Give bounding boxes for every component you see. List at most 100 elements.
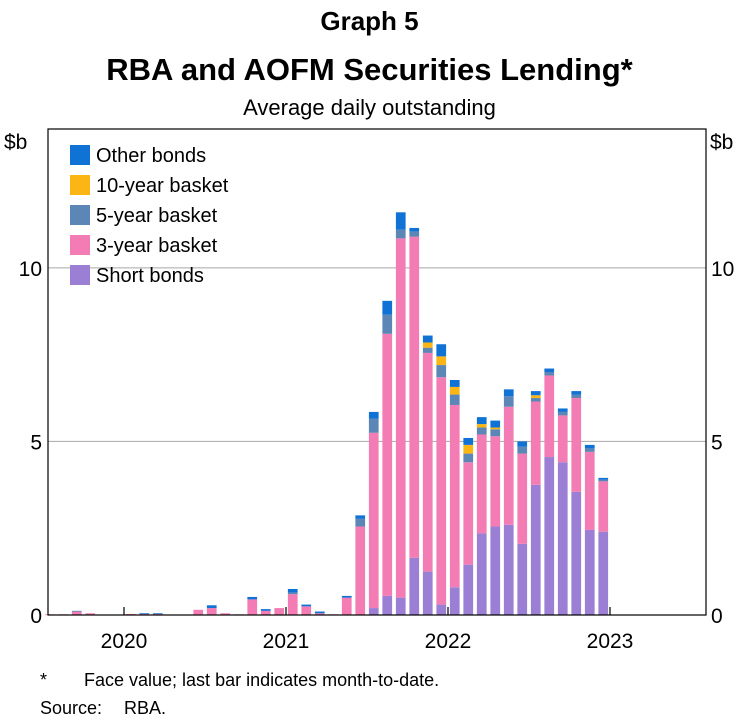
bar-segment-other-bonds (449, 379, 460, 387)
bar-segment-3-year-basket (274, 608, 285, 615)
x-year-label: 2023 (587, 630, 634, 653)
bar-segment-other-bonds (584, 444, 595, 449)
bar-segment-3-year-basket (584, 451, 595, 530)
bar-segment-5-year-basket (571, 394, 582, 399)
graph-label: Graph 5 (320, 6, 419, 36)
bar-segment-other-bonds (395, 212, 406, 230)
bar-segment-short-bonds (503, 524, 514, 615)
bar-segment-other-bonds (341, 595, 352, 598)
bar-segment-short-bonds (557, 462, 568, 615)
bar-segment-10-year-basket (530, 395, 541, 399)
bar-segment-3-year-basket (260, 610, 271, 615)
bar-segment-3-year-basket (382, 333, 393, 596)
bar-segment-other-bonds (490, 420, 501, 428)
chart-title: RBA and AOFM Securities Lending* (106, 52, 633, 87)
bar-segment-other-bonds (422, 335, 433, 343)
bar-segment-5-year-basket (382, 314, 393, 334)
bar-segment-other-bonds (247, 596, 258, 600)
bar-segment-5-year-basket (490, 429, 501, 437)
bar-segment-other-bonds (436, 344, 447, 357)
bar-segment-short-bonds (449, 587, 460, 615)
bar-segment-5-year-basket (422, 347, 433, 353)
bar-segment-3-year-basket (368, 432, 379, 609)
bar-segment-10-year-basket (422, 342, 433, 348)
y-axis-unit-left: $b (4, 131, 27, 154)
bar-segment-3-year-basket (476, 434, 487, 534)
bar-segment-short-bonds (382, 595, 393, 615)
plot-frame (47, 128, 707, 616)
legend-swatch (70, 265, 90, 285)
bar-segment-5-year-basket (449, 394, 460, 405)
bar-segment-other-bonds (139, 613, 150, 615)
y-tick-label-right: 10 (711, 258, 734, 281)
bar-segment-5-year-basket (287, 592, 298, 595)
bar-segment-3-year-basket (287, 594, 298, 615)
legend-label: Other bonds (96, 145, 206, 167)
bar-segment-other-bonds (382, 300, 393, 315)
bar-segment-short-bonds (409, 557, 420, 615)
bar-segment-5-year-basket (463, 453, 474, 463)
bar-segment-short-bonds (584, 529, 595, 615)
legend-swatch (70, 235, 90, 255)
bar-segment-other-bonds (598, 477, 609, 480)
bar-segment-3-year-basket (530, 401, 541, 485)
bar-segment-10-year-basket (490, 427, 501, 430)
legend-label: 3-year basket (96, 235, 218, 257)
bar-segment-3-year-basket (544, 375, 555, 458)
bar-segment-other-bonds (368, 411, 379, 419)
y-axis-unit-right: $b (710, 131, 733, 154)
bar-segment-3-year-basket (193, 609, 204, 615)
bar-segment-3-year-basket (490, 436, 501, 527)
bar-segment-3-year-basket (409, 236, 420, 558)
legend-swatch (70, 175, 90, 195)
y-tick-label-right: 5 (711, 431, 723, 454)
bar-segment-3-year-basket (71, 611, 82, 615)
bar-segment-short-bonds (490, 526, 501, 615)
bar-segment-short-bonds (530, 484, 541, 615)
bar-segment-short-bonds (517, 543, 528, 615)
bar-segment-3-year-basket (206, 608, 217, 615)
bar-segment-other-bonds (463, 437, 474, 445)
bar-segment-3-year-basket (341, 597, 352, 615)
bar-segment-5-year-basket (503, 396, 514, 407)
y-tick-label-left: 10 (19, 258, 42, 281)
bar-segment-short-bonds (395, 597, 406, 615)
bar-segment-short-bonds (598, 531, 609, 615)
bar-segment-3-year-basket (503, 406, 514, 525)
bar-segment-5-year-basket (598, 479, 609, 482)
bar-segment-short-bonds (544, 457, 555, 615)
footnote-marker: * (40, 670, 48, 690)
legend-label: 5-year basket (96, 205, 218, 227)
source-text: RBA. (124, 698, 167, 718)
bar-segment-short-bonds (422, 571, 433, 615)
bar-segment-other-bonds (571, 391, 582, 395)
bar-segment-other-bonds (301, 604, 312, 607)
bar-segment-5-year-basket (368, 418, 379, 433)
bar-segment-3-year-basket (395, 238, 406, 598)
bar-segment-other-bonds (260, 609, 271, 611)
bar-segment-10-year-basket (436, 356, 447, 366)
bar-segment-3-year-basket (314, 613, 325, 615)
bar-segment-10-year-basket (476, 424, 487, 428)
bar-segment-3-year-basket (422, 352, 433, 572)
legend-swatch (70, 145, 90, 165)
bar-segment-other-bonds (557, 408, 568, 412)
bar-segment-other-bonds (152, 613, 163, 615)
bar-segment-10-year-basket (449, 386, 460, 395)
x-year-label: 2022 (425, 630, 472, 653)
bar-segment-5-year-basket (530, 398, 541, 402)
bar-segment-3-year-basket (571, 398, 582, 492)
bar-segment-10-year-basket (463, 444, 474, 454)
bar-segment-other-bonds (517, 441, 528, 447)
bar-segment-other-bonds (287, 588, 298, 593)
x-year-label: 2020 (101, 630, 148, 653)
bar-segment-short-bonds (463, 564, 474, 615)
footnote-text: Face value; last bar indicates month-to-… (84, 670, 440, 690)
bar-segment-short-bonds (571, 491, 582, 615)
bar-segment-other-bonds (476, 417, 487, 425)
source-label: Source: (40, 698, 103, 718)
bar-segment-3-year-basket (247, 599, 258, 615)
bar-segment-5-year-basket (584, 448, 595, 452)
y-tick-label-left: 5 (30, 431, 42, 454)
